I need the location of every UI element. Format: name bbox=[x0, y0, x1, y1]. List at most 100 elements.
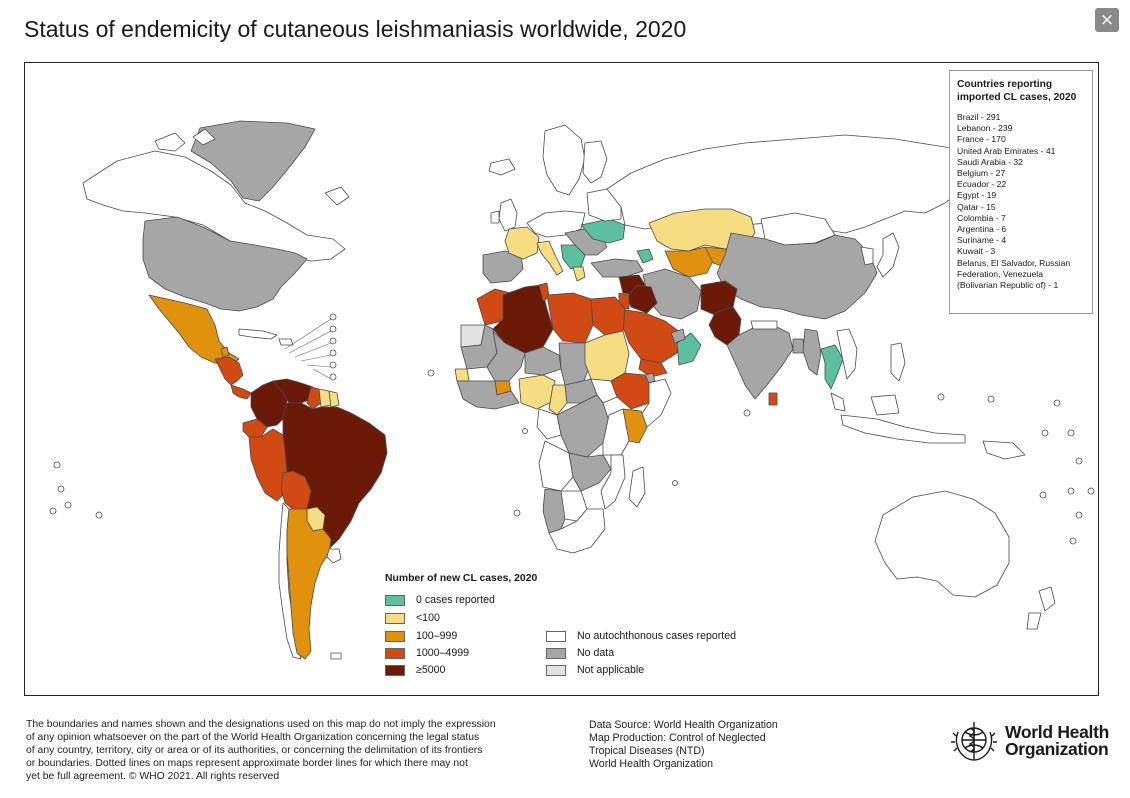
imported-item: France - 170 bbox=[957, 134, 1006, 145]
region-argentina bbox=[286, 508, 332, 660]
region-saudi-arabia bbox=[620, 308, 682, 364]
region-congo-gabon bbox=[536, 408, 562, 440]
imported-item: Colombia - 7 bbox=[957, 212, 1006, 223]
region-falklands bbox=[330, 652, 342, 660]
caribbean-leader-lines bbox=[284, 318, 332, 380]
legend-title: Number of new CL cases, 2020 bbox=[385, 573, 538, 584]
who-emblem-icon bbox=[951, 722, 997, 761]
region-west-africa-coast bbox=[456, 380, 520, 410]
region-cameroon bbox=[548, 384, 568, 416]
legend-item: 1000–4999 bbox=[385, 647, 469, 659]
legend-item: No data bbox=[546, 647, 614, 659]
legend-swatch bbox=[385, 647, 405, 659]
region-greenland bbox=[190, 120, 316, 202]
who-wordmark: World Health Organization bbox=[1005, 722, 1109, 759]
legend-swatch bbox=[385, 630, 405, 642]
disclaimer-line: or boundaries. Dotted lines on maps repr… bbox=[26, 758, 468, 769]
imported-cases-box: Countries reporting imported CL cases, 2… bbox=[949, 70, 1093, 314]
legend-label: 0 cases reported bbox=[416, 594, 495, 606]
legend-item: <100 bbox=[385, 612, 440, 624]
imported-item: Lebanon - 239 bbox=[957, 123, 1013, 134]
region-japan bbox=[876, 232, 900, 278]
region-panama bbox=[230, 384, 252, 400]
region-iceland bbox=[488, 158, 516, 176]
region-italy bbox=[536, 240, 564, 276]
region-zambia-zimbabwe bbox=[568, 452, 612, 492]
region-new-zealand bbox=[1026, 586, 1056, 630]
who-wordmark-line: Organization bbox=[1005, 739, 1109, 759]
region-mozambique bbox=[600, 454, 626, 510]
disclaimer-line: of any country, territory, city or area … bbox=[26, 745, 483, 756]
region-central-america bbox=[214, 356, 244, 386]
legend-item: 0 cases reported bbox=[385, 594, 495, 606]
region-canada-alaska bbox=[82, 150, 346, 262]
who-wordmark-line: World Health bbox=[1005, 722, 1109, 742]
region-png bbox=[982, 440, 1026, 460]
legend-label: ≥5000 bbox=[416, 664, 446, 676]
pacific-islands-east bbox=[743, 393, 1095, 545]
imported-item: United Arab Emirates - 41 bbox=[957, 145, 1056, 156]
legend-swatch bbox=[546, 630, 566, 642]
region-cuba bbox=[238, 328, 278, 340]
imported-item: Qatar - 15 bbox=[957, 201, 996, 212]
legend-item: ≥5000 bbox=[385, 664, 445, 676]
legend-label: <100 bbox=[416, 612, 440, 624]
disclaimer-line: The boundaries and names shown and the d… bbox=[26, 719, 496, 730]
map-legend: Number of new CL cases, 2020 0 cases rep… bbox=[383, 570, 803, 690]
region-somalia bbox=[640, 378, 672, 428]
imported-item: Argentina - 6 bbox=[957, 224, 1007, 235]
legend-label: Not applicable bbox=[577, 664, 645, 676]
region-india bbox=[726, 324, 794, 400]
imported-item: Belarus, El Salvador, Russian Federation… bbox=[957, 257, 1071, 291]
region-djibouti bbox=[644, 372, 656, 384]
region-uzbekistan-turkmenistan bbox=[664, 246, 716, 278]
region-malaysia bbox=[830, 392, 846, 412]
page-title: Status of endemicity of cutaneous leishm… bbox=[24, 16, 687, 42]
region-korea bbox=[860, 246, 874, 266]
imported-item: Egypt - 19 bbox=[957, 190, 997, 201]
region-south-africa bbox=[548, 508, 606, 554]
source-line: Map Production: Control of Neglected bbox=[589, 732, 766, 744]
region-greece bbox=[572, 266, 586, 282]
imported-item: Saudi Arabia - 32 bbox=[957, 156, 1023, 167]
legend-item: Not applicable bbox=[546, 664, 644, 676]
region-uruguay bbox=[326, 548, 342, 564]
region-egypt bbox=[590, 296, 626, 336]
region-myanmar bbox=[802, 328, 822, 376]
legend-swatch bbox=[385, 664, 405, 676]
region-thailand bbox=[820, 344, 844, 390]
legend-label: 1000–4999 bbox=[416, 647, 470, 659]
region-turkey bbox=[590, 258, 644, 278]
region-french-guiana bbox=[328, 390, 340, 408]
region-uae-qatar bbox=[670, 328, 686, 344]
region-spain-portugal bbox=[482, 250, 524, 284]
region-nepal bbox=[750, 320, 778, 330]
region-indonesia bbox=[840, 394, 966, 444]
legend-swatch bbox=[546, 647, 566, 659]
imported-item: Ecuador - 22 bbox=[957, 179, 1007, 190]
region-south-sudan bbox=[590, 378, 618, 404]
region-sri-lanka bbox=[768, 392, 778, 406]
legend-label: No data bbox=[577, 647, 615, 659]
source-line: World Health Organization bbox=[589, 758, 714, 770]
region-uk bbox=[498, 198, 518, 232]
legend-label: No autochthonous cases reported bbox=[577, 630, 737, 642]
disclaimer-line: yet be full agreement. © WHO 2021. All r… bbox=[26, 771, 280, 782]
region-madagascar bbox=[628, 466, 646, 508]
who-logo: World Health Organization bbox=[948, 716, 1109, 766]
region-france bbox=[504, 226, 540, 260]
imported-cases-title: Countries reporting imported CL cases, 2… bbox=[957, 79, 1077, 103]
legend-item: No autochthonous cases reported bbox=[546, 630, 736, 642]
pacific-islands-west bbox=[49, 313, 435, 519]
region-scandinavia bbox=[542, 124, 586, 196]
legend-item: 100–999 bbox=[385, 630, 457, 642]
region-central-europe bbox=[526, 210, 586, 238]
imported-item: Suriname - 4 bbox=[957, 235, 1007, 246]
region-ireland bbox=[490, 210, 500, 224]
region-sudan bbox=[584, 330, 630, 382]
region-laos-vietnam bbox=[836, 328, 858, 380]
legend-swatch bbox=[385, 612, 405, 624]
imported-item: Brazil - 291 bbox=[957, 112, 1001, 122]
world-map bbox=[49, 120, 1095, 660]
close-button[interactable]: × bbox=[1095, 8, 1119, 32]
